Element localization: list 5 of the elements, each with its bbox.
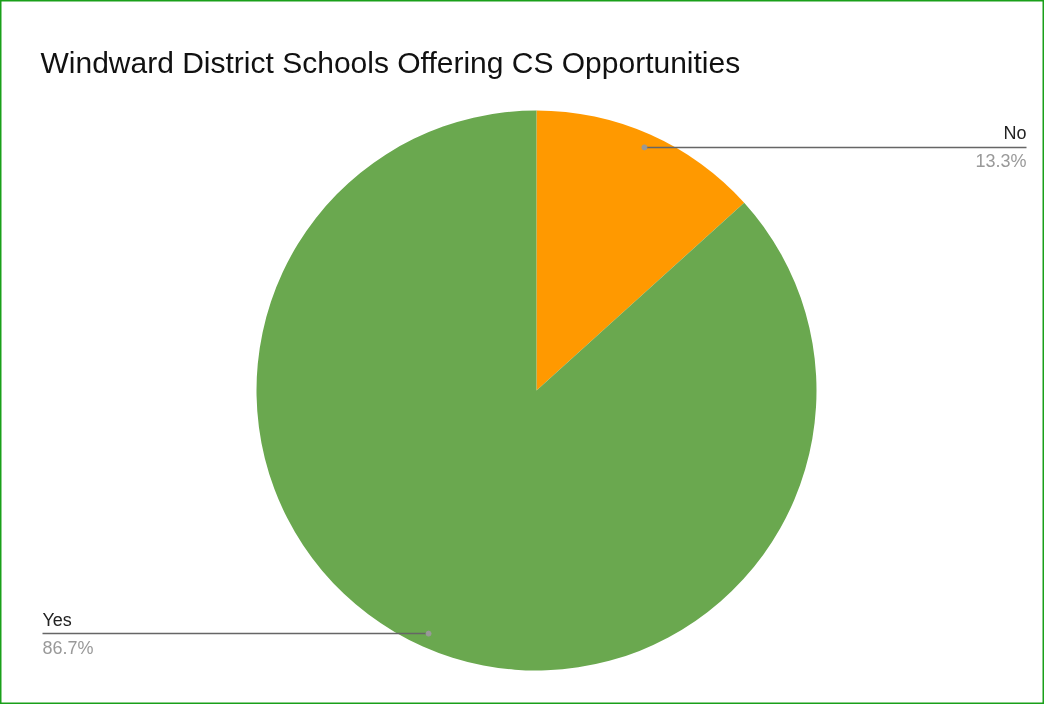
data-label: 86.7% bbox=[42, 637, 94, 658]
slice-label: No bbox=[1003, 123, 1027, 144]
slice-label: Yes bbox=[42, 609, 72, 630]
data-label: 13.3% bbox=[975, 151, 1027, 172]
chart-title: Windward District Schools Offering CS Opportunities bbox=[40, 45, 741, 79]
